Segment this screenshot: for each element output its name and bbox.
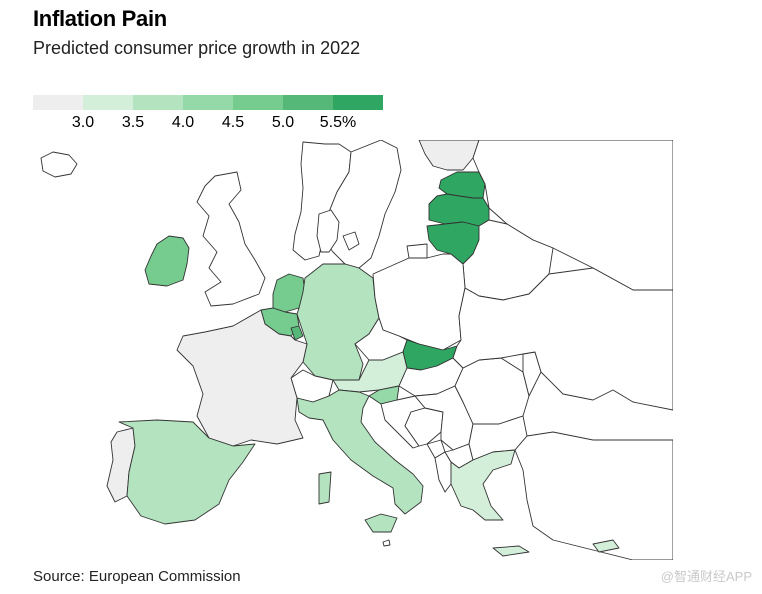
legend-swatch-6 bbox=[333, 95, 383, 110]
country-ukraine bbox=[452, 267, 673, 411]
legend-tick-label: 3.5 bbox=[121, 114, 145, 131]
legend-tick-label: 5.5% bbox=[319, 114, 357, 131]
legend-tick-label: 4.0 bbox=[171, 114, 195, 131]
country-finland bbox=[418, 140, 480, 171]
country-ireland bbox=[144, 235, 190, 287]
legend-swatches bbox=[33, 95, 393, 110]
legend-swatch-1 bbox=[83, 95, 133, 110]
country-cyprus bbox=[592, 539, 620, 553]
legend-swatch-2 bbox=[133, 95, 183, 110]
europe-map bbox=[33, 140, 673, 560]
country-united-kingdom bbox=[196, 171, 266, 307]
source-note: Source: European Commission bbox=[33, 568, 241, 585]
map-svg bbox=[40, 140, 673, 560]
country-germany bbox=[296, 263, 380, 381]
country-latvia bbox=[428, 193, 490, 227]
country-sweden bbox=[322, 140, 402, 269]
country-malta bbox=[382, 539, 391, 547]
country-turkey bbox=[514, 431, 673, 560]
legend-tick-label: 5.0 bbox=[271, 114, 295, 131]
country-slovenia bbox=[368, 385, 400, 405]
country-greece bbox=[450, 449, 530, 557]
watermark-text: @智通财经APP bbox=[660, 569, 752, 584]
legend-swatch-0 bbox=[33, 95, 83, 110]
country-iceland bbox=[40, 151, 78, 178]
legend-swatch-5 bbox=[283, 95, 333, 110]
chart-title: Inflation Pain bbox=[33, 6, 167, 31]
legend-swatch-3 bbox=[183, 95, 233, 110]
color-legend: 3.0 3.5 4.0 4.5 5.0 5.5% bbox=[33, 95, 393, 131]
country-italy bbox=[296, 389, 424, 533]
legend-tick-label: 4.5 bbox=[221, 114, 245, 131]
legend-tick-label: 3.0 bbox=[71, 114, 95, 131]
legend-swatch-4 bbox=[233, 95, 283, 110]
country-spain bbox=[118, 419, 256, 525]
country-denmark bbox=[316, 209, 360, 253]
chart-subtitle: Predicted consumer price growth in 2022 bbox=[33, 38, 361, 58]
legend-ticks: 3.0 3.5 4.0 4.5 5.0 5.5% bbox=[33, 110, 393, 131]
country-luxembourg bbox=[290, 325, 304, 341]
